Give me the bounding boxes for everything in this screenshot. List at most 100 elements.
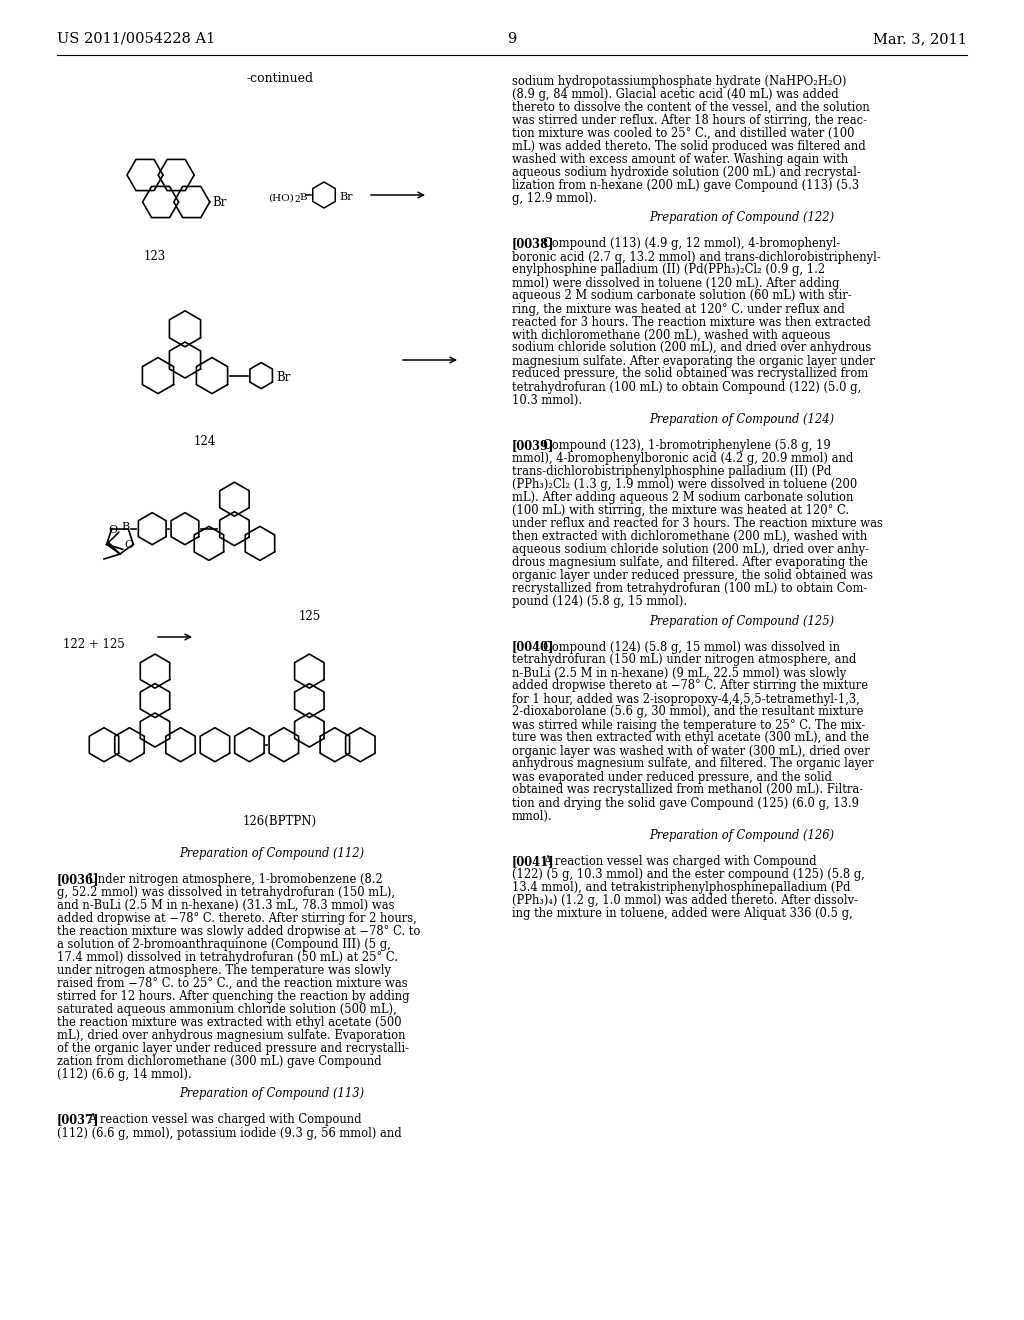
Text: (112) (6.6 g, mmol), potassium iodide (9.3 g, 56 mmol) and: (112) (6.6 g, mmol), potassium iodide (9… (57, 1126, 401, 1139)
Text: O: O (109, 524, 118, 535)
Text: organic layer under reduced pressure, the solid obtained was: organic layer under reduced pressure, th… (512, 569, 873, 582)
Text: of the organic layer under reduced pressure and recrystalli-: of the organic layer under reduced press… (57, 1041, 409, 1055)
Text: Preparation of Compound (126): Preparation of Compound (126) (649, 829, 835, 842)
Text: mmol).: mmol). (512, 809, 553, 822)
Text: 2: 2 (294, 195, 300, 205)
Text: US 2011/0054228 A1: US 2011/0054228 A1 (57, 32, 215, 46)
Text: tion mixture was cooled to 25° C., and distilled water (100: tion mixture was cooled to 25° C., and d… (512, 127, 854, 140)
Text: under reflux and reacted for 3 hours. The reaction mixture was: under reflux and reacted for 3 hours. Th… (512, 517, 883, 531)
Text: -continued: -continued (247, 73, 313, 84)
Text: Mar. 3, 2011: Mar. 3, 2011 (873, 32, 967, 46)
Text: (8.9 g, 84 mmol). Glacial acetic acid (40 mL) was added: (8.9 g, 84 mmol). Glacial acetic acid (4… (512, 88, 839, 102)
Text: added dropwise at −78° C. thereto. After stirring for 2 hours,: added dropwise at −78° C. thereto. After… (57, 912, 417, 925)
Text: Compound (123), 1-bromotriphenylene (5.8 g, 19: Compound (123), 1-bromotriphenylene (5.8… (543, 440, 830, 451)
Text: for 1 hour, added was 2-isopropoxy-4,4,5,5-tetramethyl-1,3,: for 1 hour, added was 2-isopropoxy-4,4,5… (512, 693, 860, 705)
Text: 13.4 mmol), and tetrakistriphenylphosphinepalladium (Pd: 13.4 mmol), and tetrakistriphenylphosphi… (512, 880, 851, 894)
Text: (HO): (HO) (268, 194, 294, 202)
Text: mmol) were dissolved in toluene (120 mL). After adding: mmol) were dissolved in toluene (120 mL)… (512, 276, 840, 289)
Text: with dichloromethane (200 mL), washed with aqueous: with dichloromethane (200 mL), washed wi… (512, 329, 830, 342)
Text: 10.3 mmol).: 10.3 mmol). (512, 393, 582, 407)
Text: Under nitrogen atmosphere, 1-bromobenzene (8.2: Under nitrogen atmosphere, 1-bromobenzen… (88, 873, 383, 886)
Text: ing the mixture in toluene, added were Aliquat 336 (0.5 g,: ing the mixture in toluene, added were A… (512, 907, 853, 920)
Text: [0036]: [0036] (57, 873, 99, 886)
Text: recrystallized from tetrahydrofuran (100 mL) to obtain Com-: recrystallized from tetrahydrofuran (100… (512, 582, 867, 595)
Text: the reaction mixture was slowly added dropwise at −78° C. to: the reaction mixture was slowly added dr… (57, 925, 421, 939)
Text: lization from n-hexane (200 mL) gave Compound (113) (5.3: lization from n-hexane (200 mL) gave Com… (512, 180, 859, 191)
Text: trans-dichlorobistriphenylphosphine palladium (II) (Pd: trans-dichlorobistriphenylphosphine pall… (512, 465, 831, 478)
Text: 123: 123 (144, 249, 166, 263)
Text: (122) (5 g, 10.3 mmol) and the ester compound (125) (5.8 g,: (122) (5 g, 10.3 mmol) and the ester com… (512, 869, 865, 880)
Text: was evaporated under reduced pressure, and the solid: was evaporated under reduced pressure, a… (512, 771, 831, 784)
Text: (112) (6.6 g, 14 mmol).: (112) (6.6 g, 14 mmol). (57, 1068, 191, 1081)
Text: sodium hydropotassiumphosphate hydrate (NaHPO₂H₂O): sodium hydropotassiumphosphate hydrate (… (512, 75, 847, 88)
Text: Br: Br (276, 371, 291, 384)
Text: tetrahydrofuran (150 mL) under nitrogen atmosphere, and: tetrahydrofuran (150 mL) under nitrogen … (512, 653, 856, 667)
Text: mL), dried over anhydrous magnesium sulfate. Evaporation: mL), dried over anhydrous magnesium sulf… (57, 1030, 406, 1041)
Text: 9: 9 (507, 32, 517, 46)
Text: magnesium sulfate. After evaporating the organic layer under: magnesium sulfate. After evaporating the… (512, 355, 874, 367)
Text: drous magnesium sulfate, and filtered. After evaporating the: drous magnesium sulfate, and filtered. A… (512, 556, 868, 569)
Text: pound (124) (5.8 g, 15 mmol).: pound (124) (5.8 g, 15 mmol). (512, 595, 687, 609)
Text: raised from −78° C. to 25° C., and the reaction mixture was: raised from −78° C. to 25° C., and the r… (57, 977, 408, 990)
Text: Compound (124) (5.8 g, 15 mmol) was dissolved in: Compound (124) (5.8 g, 15 mmol) was diss… (543, 640, 840, 653)
Text: stirred for 12 hours. After quenching the reaction by adding: stirred for 12 hours. After quenching th… (57, 990, 410, 1003)
Text: tion and drying the solid gave Compound (125) (6.0 g, 13.9: tion and drying the solid gave Compound … (512, 796, 859, 809)
Text: a solution of 2-bromoanthraquinone (Compound III) (5 g,: a solution of 2-bromoanthraquinone (Comp… (57, 939, 391, 950)
Text: Preparation of Compound (122): Preparation of Compound (122) (649, 211, 835, 224)
Text: 124: 124 (194, 436, 216, 447)
Text: Compound (113) (4.9 g, 12 mmol), 4-bromophenyl-: Compound (113) (4.9 g, 12 mmol), 4-bromo… (543, 238, 840, 251)
Text: washed with excess amount of water. Washing again with: washed with excess amount of water. Wash… (512, 153, 848, 166)
Text: Br: Br (339, 191, 352, 202)
Text: and n-BuLi (2.5 M in n-hexane) (31.3 mL, 78.3 mmol) was: and n-BuLi (2.5 M in n-hexane) (31.3 mL,… (57, 899, 394, 912)
Text: A reaction vessel was charged with Compound: A reaction vessel was charged with Compo… (543, 855, 816, 869)
Text: Preparation of Compound (125): Preparation of Compound (125) (649, 615, 835, 627)
Text: was stirred under reflux. After 18 hours of stirring, the reac-: was stirred under reflux. After 18 hours… (512, 114, 867, 127)
Text: Preparation of Compound (113): Preparation of Compound (113) (179, 1088, 365, 1101)
Text: under nitrogen atmosphere. The temperature was slowly: under nitrogen atmosphere. The temperatu… (57, 964, 391, 977)
Text: zation from dichloromethane (300 mL) gave Compound: zation from dichloromethane (300 mL) gav… (57, 1055, 382, 1068)
Text: [0037]: [0037] (57, 1114, 99, 1126)
Text: sodium chloride solution (200 mL), and dried over anhydrous: sodium chloride solution (200 mL), and d… (512, 342, 871, 355)
Text: (100 mL) with stirring, the mixture was heated at 120° C.: (100 mL) with stirring, the mixture was … (512, 504, 849, 517)
Text: reacted for 3 hours. The reaction mixture was then extracted: reacted for 3 hours. The reaction mixtur… (512, 315, 870, 329)
Text: [0040]: [0040] (512, 640, 555, 653)
Text: ture was then extracted with ethyl acetate (300 mL), and the: ture was then extracted with ethyl aceta… (512, 731, 869, 744)
Text: g, 12.9 mmol).: g, 12.9 mmol). (512, 191, 597, 205)
Text: was stirred while raising the temperature to 25° C. The mix-: was stirred while raising the temperatur… (512, 718, 865, 731)
Text: Preparation of Compound (112): Preparation of Compound (112) (179, 847, 365, 861)
Text: ring, the mixture was heated at 120° C. under reflux and: ring, the mixture was heated at 120° C. … (512, 302, 845, 315)
Text: aqueous sodium chloride solution (200 mL), dried over anhy-: aqueous sodium chloride solution (200 mL… (512, 543, 869, 556)
Text: [0039]: [0039] (512, 440, 555, 451)
Text: enylphosphine palladium (II) (Pd(PPh₃)₂Cl₂ (0.9 g, 1.2: enylphosphine palladium (II) (Pd(PPh₃)₂C… (512, 264, 825, 276)
Text: [0038]: [0038] (512, 238, 555, 251)
Text: aqueous 2 M sodium carbonate solution (60 mL) with stir-: aqueous 2 M sodium carbonate solution (6… (512, 289, 852, 302)
Text: 122 + 125: 122 + 125 (63, 638, 125, 651)
Text: (PPh₃)₂Cl₂ (1.3 g, 1.9 mmol) were dissolved in toluene (200: (PPh₃)₂Cl₂ (1.3 g, 1.9 mmol) were dissol… (512, 478, 857, 491)
Text: tetrahydrofuran (100 mL) to obtain Compound (122) (5.0 g,: tetrahydrofuran (100 mL) to obtain Compo… (512, 380, 861, 393)
Text: n-BuLi (2.5 M in n-hexane) (9 mL, 22.5 mmol) was slowly: n-BuLi (2.5 M in n-hexane) (9 mL, 22.5 m… (512, 667, 846, 680)
Text: [0041]: [0041] (512, 855, 555, 869)
Text: organic layer was washed with of water (300 mL), dried over: organic layer was washed with of water (… (512, 744, 869, 758)
Text: B: B (299, 194, 306, 202)
Text: added dropwise thereto at −78° C. After stirring the mixture: added dropwise thereto at −78° C. After … (512, 680, 868, 693)
Text: obtained was recrystallized from methanol (200 mL). Filtra-: obtained was recrystallized from methano… (512, 784, 863, 796)
Text: g, 52.2 mmol) was dissolved in tetrahydrofuran (150 mL),: g, 52.2 mmol) was dissolved in tetrahydr… (57, 886, 395, 899)
Text: boronic acid (2.7 g, 13.2 mmol) and trans-dichlorobistriphenyl-: boronic acid (2.7 g, 13.2 mmol) and tran… (512, 251, 881, 264)
Text: Preparation of Compound (124): Preparation of Compound (124) (649, 413, 835, 426)
Text: (PPh₃)₄) (1.2 g, 1.0 mmol) was added thereto. After dissolv-: (PPh₃)₄) (1.2 g, 1.0 mmol) was added the… (512, 894, 858, 907)
Text: aqueous sodium hydroxide solution (200 mL) and recrystal-: aqueous sodium hydroxide solution (200 m… (512, 166, 861, 180)
Text: then extracted with dichloromethane (200 mL), washed with: then extracted with dichloromethane (200… (512, 531, 867, 543)
Text: B: B (121, 521, 129, 532)
Text: saturated aqueous ammonium chloride solution (500 mL),: saturated aqueous ammonium chloride solu… (57, 1003, 396, 1016)
Text: 17.4 mmol) dissolved in tetrahydrofuran (50 mL) at 25° C.: 17.4 mmol) dissolved in tetrahydrofuran … (57, 950, 398, 964)
Text: 126(BPTPN): 126(BPTPN) (243, 814, 317, 828)
Text: 125: 125 (299, 610, 322, 623)
Text: mL) was added thereto. The solid produced was filtered and: mL) was added thereto. The solid produce… (512, 140, 865, 153)
Text: mmol), 4-bromophenylboronic acid (4.2 g, 20.9 mmol) and: mmol), 4-bromophenylboronic acid (4.2 g,… (512, 451, 853, 465)
Text: anhydrous magnesium sulfate, and filtered. The organic layer: anhydrous magnesium sulfate, and filtere… (512, 758, 873, 771)
Text: O: O (125, 540, 134, 550)
Text: A reaction vessel was charged with Compound: A reaction vessel was charged with Compo… (88, 1114, 361, 1126)
Text: thereto to dissolve the content of the vessel, and the solution: thereto to dissolve the content of the v… (512, 102, 869, 114)
Text: the reaction mixture was extracted with ethyl acetate (500: the reaction mixture was extracted with … (57, 1016, 401, 1030)
Text: mL). After adding aqueous 2 M sodium carbonate solution: mL). After adding aqueous 2 M sodium car… (512, 491, 853, 504)
